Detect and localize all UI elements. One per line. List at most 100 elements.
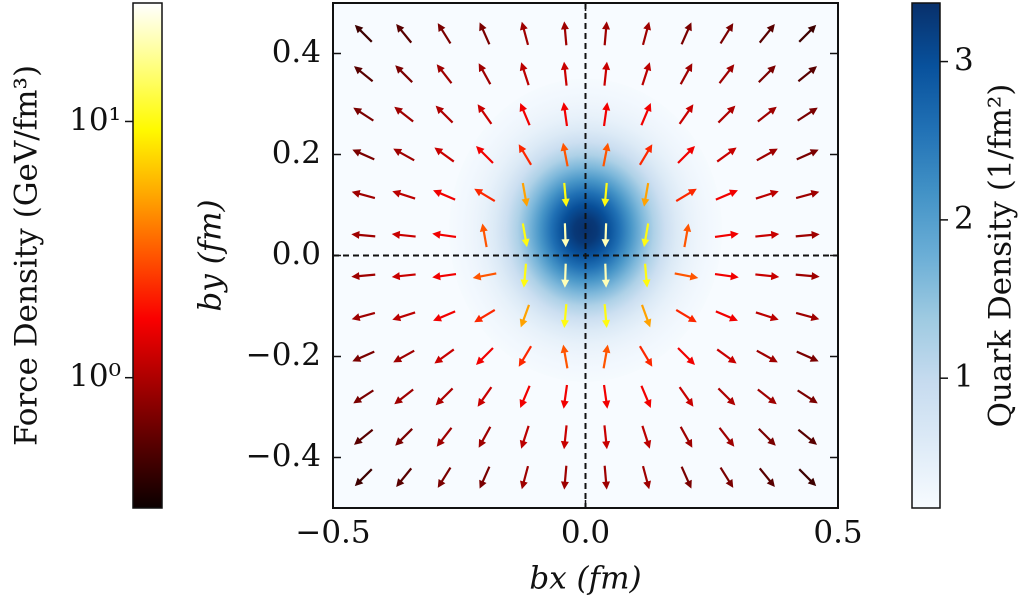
arrow-shaft <box>439 68 453 84</box>
arrow <box>474 308 496 323</box>
arrow <box>719 23 734 45</box>
arrow-head <box>602 344 611 354</box>
arrow <box>714 272 739 281</box>
arrow-shaft <box>714 233 733 239</box>
arrow-head <box>477 104 486 114</box>
arrow <box>521 223 530 248</box>
arrow-head <box>479 22 487 32</box>
arrow-shaft <box>357 151 375 161</box>
arrow-head <box>810 190 820 198</box>
arrow-head <box>560 142 569 152</box>
arrow-shaft <box>602 108 608 127</box>
arrow <box>641 21 651 46</box>
arrow-shaft <box>602 148 608 167</box>
arrow <box>718 427 735 447</box>
arrow <box>758 467 775 488</box>
arrow-shaft <box>480 67 492 85</box>
arrow-head <box>726 105 736 115</box>
arrow-head <box>392 313 402 322</box>
arrow <box>677 347 695 365</box>
plot: −0.5 0.0 0.5 −0.4 −0.2 0.0 0.2 0.4 bx (fm) by (fm… <box>9 2 1019 597</box>
arrow <box>437 466 452 488</box>
arrow <box>601 263 610 288</box>
arrow-head <box>807 24 817 34</box>
arrow <box>755 230 780 239</box>
y-tick-label: 0.2 <box>272 135 321 171</box>
arrow-head <box>434 355 444 364</box>
arrow-shaft <box>563 425 568 444</box>
arrow <box>755 311 779 322</box>
arrow-shaft <box>439 466 452 484</box>
arrow-head <box>686 356 695 365</box>
arrow <box>675 188 697 203</box>
arrow-shaft <box>521 108 531 126</box>
arrow-head <box>392 189 402 198</box>
arrow <box>353 107 374 122</box>
arrow-shaft <box>714 272 733 278</box>
arrow-head <box>520 279 529 288</box>
arrow <box>479 223 488 248</box>
arrow-head <box>644 357 653 367</box>
arrow-head <box>478 63 487 73</box>
arrow <box>433 189 456 201</box>
arrow-head <box>519 318 528 328</box>
arrow-shaft <box>439 27 452 45</box>
y-tick-label: 0.4 <box>272 34 321 70</box>
colorbar <box>132 2 163 509</box>
arrow-shaft <box>397 233 416 238</box>
arrow-shaft <box>398 428 413 443</box>
arrow-head <box>432 272 441 281</box>
arrow-head <box>602 102 611 111</box>
arrow-head <box>767 106 777 115</box>
arrow <box>641 465 651 490</box>
arrow-shaft <box>397 349 415 361</box>
arrow <box>395 65 413 83</box>
arrow <box>560 425 569 450</box>
arrow <box>756 349 778 363</box>
arrow-shaft <box>563 223 567 242</box>
arrow <box>602 21 611 46</box>
arrow-shaft <box>641 27 649 46</box>
arrow-head <box>767 396 777 405</box>
arrow-head <box>808 395 818 404</box>
arrow-shaft <box>357 273 376 278</box>
arrow-head <box>601 239 610 248</box>
arrow <box>519 62 530 86</box>
arrow-shaft <box>758 467 772 484</box>
arrow-head <box>767 65 776 74</box>
arrow-shaft <box>563 384 569 403</box>
arrow-head <box>352 149 362 157</box>
arrow-shaft <box>717 109 732 124</box>
arrow <box>395 428 413 446</box>
arrow-head <box>643 62 652 72</box>
x-tick-label: 0.5 <box>813 515 862 551</box>
arrow-head <box>643 439 652 449</box>
arrow <box>560 465 569 490</box>
arrow-head <box>560 400 569 409</box>
arrow-head <box>395 65 404 74</box>
arrow-head <box>560 481 569 490</box>
arrow-shaft <box>679 426 691 444</box>
arrow <box>479 466 491 489</box>
arrow-shaft <box>397 311 416 320</box>
arrow-shaft <box>478 308 496 321</box>
arrow-shaft <box>755 191 774 200</box>
arrow <box>560 304 569 329</box>
arrow-head <box>602 400 611 409</box>
arrow-shaft <box>482 229 488 248</box>
arrow-shaft <box>481 27 491 45</box>
arrow-shaft <box>641 425 650 444</box>
arrow-shaft <box>520 345 533 363</box>
arrow-head <box>602 319 611 329</box>
arrow-head <box>560 440 569 450</box>
arrow <box>354 468 373 487</box>
arrow-head <box>683 223 692 233</box>
arrow <box>476 146 494 164</box>
arrow <box>601 182 610 207</box>
arrow <box>641 62 652 86</box>
arrow <box>717 387 736 406</box>
x-tick-label: −0.5 <box>295 515 370 551</box>
arrow-shaft <box>641 67 650 86</box>
arrow-head <box>433 313 442 322</box>
arrow-head <box>435 105 445 115</box>
